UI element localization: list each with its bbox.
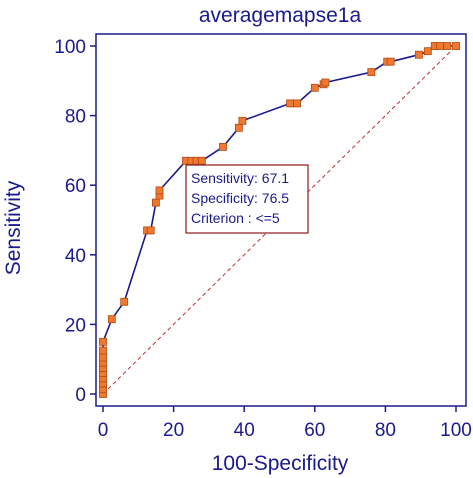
roc-point	[146, 226, 155, 235]
annotation-box	[185, 164, 309, 234]
roc-point	[386, 57, 395, 66]
roc-point	[293, 99, 302, 108]
roc-point	[452, 42, 460, 50]
y-tick-label: 60	[65, 176, 86, 197]
x-axis-ticks: 0 20 40 60 80 100	[98, 406, 472, 441]
x-tick-label: 20	[163, 420, 184, 441]
y-tick-label: 40	[65, 246, 86, 267]
y-tick-label: 80	[65, 107, 86, 128]
y-tick-label: 0	[75, 385, 86, 406]
roc-point	[99, 346, 107, 355]
x-tick-label: 40	[234, 420, 255, 441]
x-axis-label: 100-Specificity	[212, 452, 349, 475]
y-axis-ticks: 0 20 40 60 80 100	[54, 37, 96, 406]
roc-point	[234, 123, 243, 132]
roc-point	[120, 297, 129, 306]
roc-point	[99, 337, 107, 346]
x-tick-label: 0	[98, 420, 109, 441]
y-axis-label: Sensitivity	[2, 180, 25, 275]
criterion-annotation-box: Sensitivity: 67.1 Specificity: 76.5 Crit…	[185, 164, 309, 234]
annotation-specificity: Specificity: 76.5	[191, 190, 289, 206]
roc-point	[414, 50, 423, 59]
roc-point	[286, 99, 295, 108]
roc-point	[107, 315, 116, 324]
y-tick-label: 100	[54, 37, 86, 58]
chart-title: averagemapse1a	[199, 4, 362, 27]
annotation-criterion: Criterion : <=5	[191, 210, 280, 226]
roc-point	[197, 156, 206, 165]
roc-point	[155, 186, 164, 195]
roc-point	[238, 116, 247, 125]
x-tick-label: 100	[440, 420, 472, 441]
roc-point	[219, 142, 227, 151]
roc-point	[321, 78, 330, 87]
roc-points	[99, 42, 460, 398]
roc-point	[436, 42, 445, 50]
roc-point	[310, 83, 319, 92]
roc-point	[423, 47, 432, 56]
y-tick-label: 20	[65, 315, 86, 336]
x-tick-label: 80	[375, 420, 396, 441]
roc-point	[443, 42, 452, 50]
roc-point	[367, 68, 376, 76]
x-tick-label: 60	[304, 420, 325, 441]
roc-point	[99, 353, 107, 362]
roc-point	[151, 198, 160, 207]
annotation-sensitivity: Sensitivity: 67.1	[191, 170, 289, 186]
